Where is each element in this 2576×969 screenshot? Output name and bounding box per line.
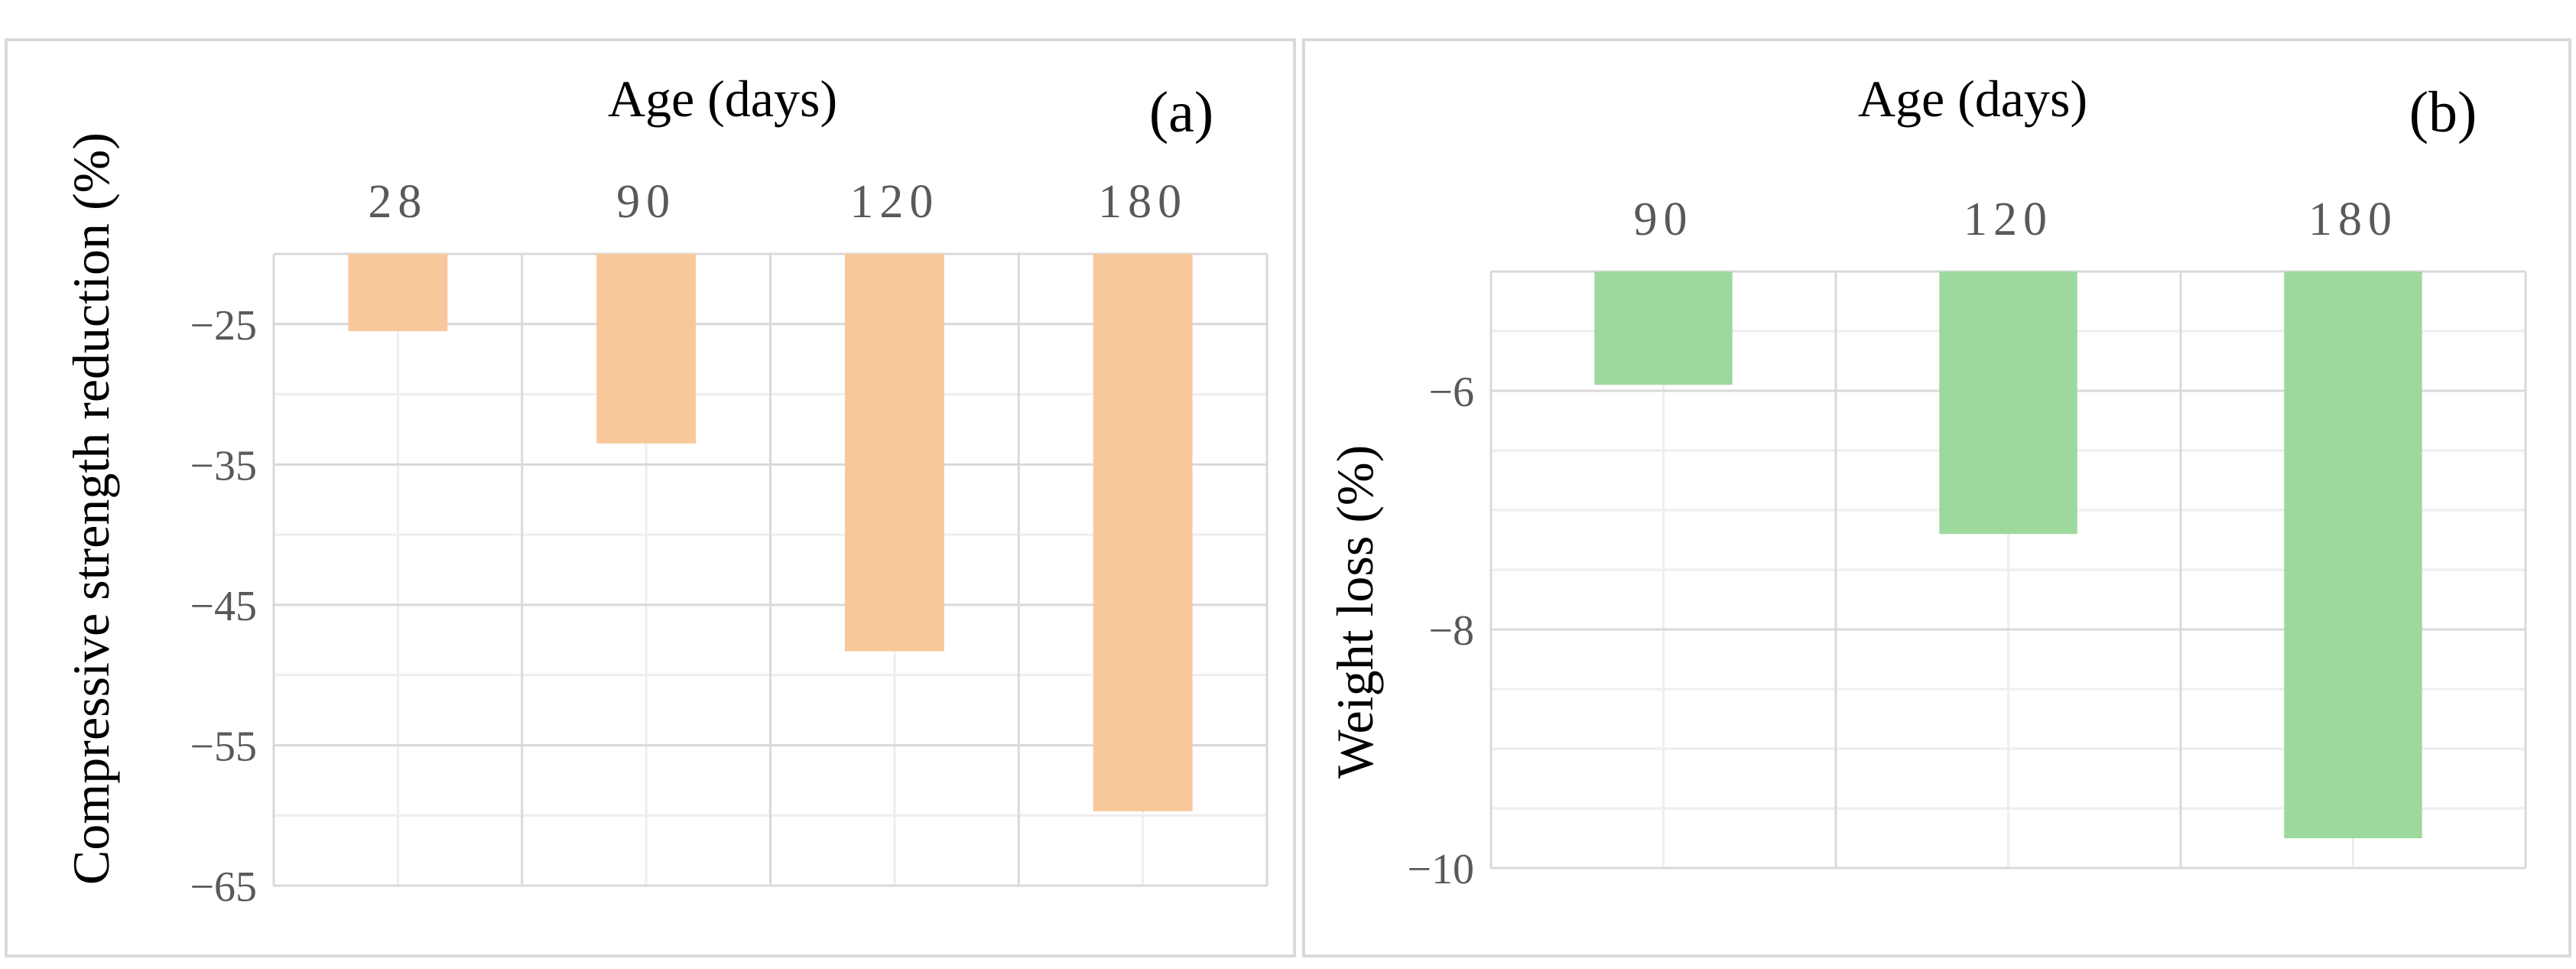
panel-a-y-axis-title: Compressive strength reduction (%) xyxy=(62,132,120,885)
a-category-label: 180 xyxy=(1098,176,1187,228)
a-bar-28 xyxy=(348,254,448,331)
chart-panel-b: −6 −8 −10 90 120 180 Age (days) (b) Weight l… xyxy=(1302,38,2571,958)
chart-panel-a: −25 −35 −45 −55 −65 28 90 120 180 Age (days) (a… xyxy=(5,38,1296,958)
a-category-label: 120 xyxy=(849,176,939,228)
panel-b-y-axis-title: Weight loss (%) xyxy=(1326,445,1384,779)
panel-a-frame xyxy=(5,38,1296,958)
panel-b-y-ticks: −6 −8 −10 xyxy=(1407,369,1474,893)
a-bar-120 xyxy=(844,254,944,652)
panel-a-y-ticks: −25 −35 −45 −55 −65 xyxy=(190,302,257,911)
b-bar-120 xyxy=(1939,272,2077,535)
panel-b-bars xyxy=(1594,272,2422,838)
a-y-tick-label: −45 xyxy=(190,583,257,630)
a-category-label: 90 xyxy=(616,176,676,228)
b-y-tick-label: −8 xyxy=(1428,607,1474,655)
panel-a-bars xyxy=(348,254,1193,811)
b-category-label: 180 xyxy=(2308,193,2398,246)
panel-b-x-axis-title: Age (days) xyxy=(1858,70,2087,128)
panel-a-category-labels: 28 90 120 180 xyxy=(368,176,1187,228)
a-y-tick-label: −35 xyxy=(190,442,257,489)
a-bar-90 xyxy=(596,254,697,444)
a-category-label: 28 xyxy=(368,176,427,228)
b-bar-90 xyxy=(1594,272,1733,385)
panel-a-x-axis-title: Age (days) xyxy=(608,70,837,128)
panel-a-label: (a) xyxy=(1149,80,1213,145)
a-bar-180 xyxy=(1093,254,1193,811)
a-y-tick-label: −25 xyxy=(190,302,257,350)
b-y-tick-label: −6 xyxy=(1428,369,1474,416)
b-bar-180 xyxy=(2284,272,2422,838)
b-category-label: 120 xyxy=(1964,193,2053,246)
b-y-tick-label: −10 xyxy=(1407,846,1474,893)
panel-b-label: (b) xyxy=(2409,80,2477,145)
b-category-label: 90 xyxy=(1634,193,1694,246)
a-y-tick-label: −55 xyxy=(190,723,257,770)
a-y-tick-label: −65 xyxy=(190,863,257,911)
panel-b-category-labels: 90 120 180 xyxy=(1634,193,2398,246)
